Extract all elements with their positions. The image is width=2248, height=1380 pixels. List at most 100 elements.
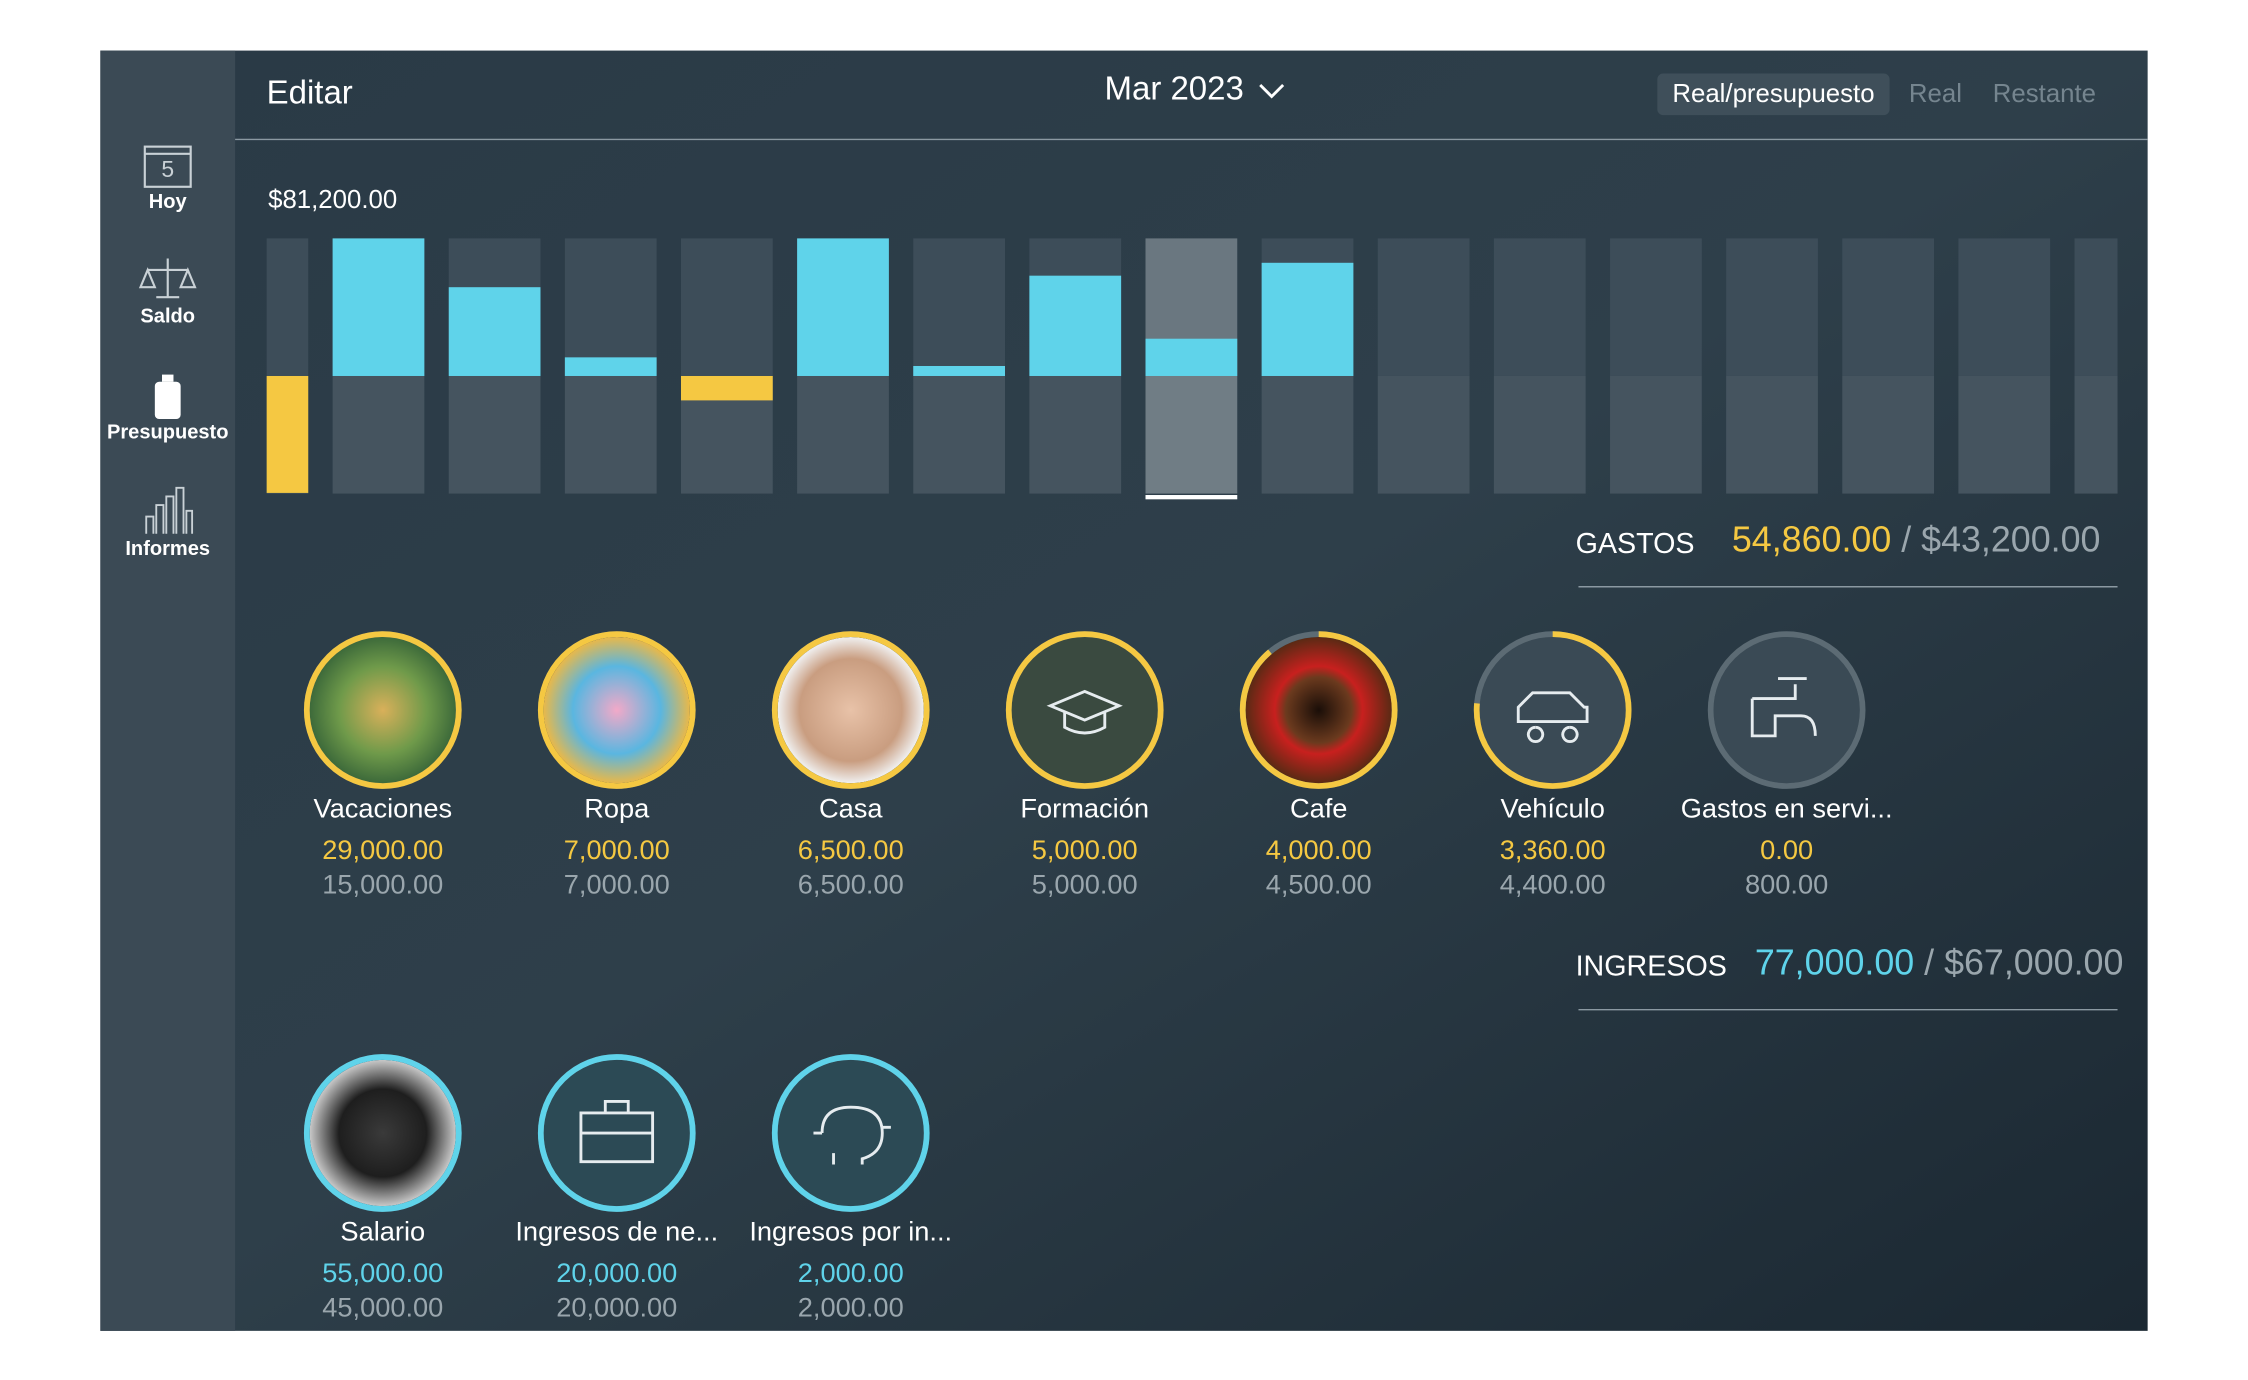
nav-item[interactable]: Hoy [149,191,188,213]
section-title: GASTOS [1576,528,1695,560]
category-budget: 20,000.00 [556,1292,677,1323]
category-actual: 5,000.00 [1032,834,1138,865]
bar [1145,338,1238,376]
bar [448,287,541,376]
category-actual: 2,000.00 [798,1257,904,1288]
category-budget: 800.00 [1745,869,1828,900]
chart-column-top [266,238,309,376]
edit-button[interactable]: Editar [267,74,353,111]
chart-column-top [913,238,1006,376]
reports-icon [145,486,194,534]
tab[interactable]: Restante [1993,80,2096,108]
category-name[interactable]: Ingresos por in... [749,1216,952,1247]
category-budget: 4,400.00 [1500,869,1606,900]
category-icon [813,1105,891,1165]
chart-column-bottom [1726,375,1818,494]
chart-column-top [564,238,657,376]
category-image [1713,636,1860,784]
chart-column-top [1610,238,1702,376]
category-actual: 7,000.00 [564,834,670,865]
tab[interactable]: Real/presupuesto [1672,80,1874,108]
category-budget: 7,000.00 [564,869,670,900]
period-selector[interactable]: Mar 2023 [1105,69,1244,106]
category-name[interactable]: Ropa [584,793,650,824]
category-actual: 4,000.00 [1266,834,1372,865]
category-budget: 45,000.00 [322,1292,443,1323]
category-budget: 15,000.00 [322,869,443,900]
chart-max-label: $81,200.00 [268,186,397,214]
chart-column-top [1958,238,2051,376]
category-image [309,1059,456,1207]
category-image [543,636,690,784]
scale-icon [138,258,197,299]
category-actual: 29,000.00 [322,834,443,865]
category-budget: 4,500.00 [1266,869,1372,900]
chart-column-top [1493,238,1586,376]
chart-column-bottom [913,375,1006,494]
category-image [309,636,456,784]
chart-column-bottom [564,375,657,494]
category-actual: 0.00 [1760,834,1813,865]
category-image [1245,636,1392,784]
category-budget: 6,500.00 [798,869,904,900]
section-totals: 54,860.00 / $43,200.00 [1732,520,2101,560]
nav-item[interactable]: Saldo [140,306,195,328]
selected-indicator [1145,495,1238,500]
category-image [1011,636,1158,784]
category-name[interactable]: Cafe [1290,793,1348,824]
category-name[interactable]: Salario [340,1216,425,1247]
bar [332,238,425,376]
section-title: INGRESOS [1576,951,1727,983]
chart-column-bottom [448,375,541,494]
budget-icon [162,374,174,382]
category-name[interactable]: Ingresos de ne... [515,1216,718,1247]
chart-column-top [1377,238,1470,376]
tab[interactable]: Real [1909,80,1962,108]
chevron-icon [1259,83,1285,99]
category-icon [1046,689,1123,735]
category-name[interactable]: Casa [819,793,883,824]
chart-column-bottom [1377,375,1470,494]
category-name[interactable]: Gastos en servi... [1681,793,1893,824]
progress-ring [1473,631,1632,789]
bar [797,238,889,376]
category-name[interactable]: Vacaciones [313,793,452,824]
separator: / [1914,943,1944,983]
chart-column-top [680,238,773,376]
chart-column-bottom [1610,375,1702,494]
category-name[interactable]: Vehículo [1500,793,1604,824]
progress-ring [303,1054,462,1212]
bar [913,365,1006,376]
progress-ring [1239,631,1398,789]
calendar-day: 5 [161,156,174,182]
progress-ring [537,631,696,789]
progress-ring [1005,631,1164,789]
progress-ring [771,1054,930,1212]
category-actual: 20,000.00 [556,1257,677,1288]
nav-item[interactable]: Informes [125,538,210,560]
sidebar [100,50,236,1331]
category-name[interactable]: Formación [1020,793,1149,824]
total-actual: 77,000.00 [1755,943,1914,983]
total-actual: 54,860.00 [1732,520,1891,560]
total-budget: $43,200.00 [1921,520,2100,560]
category-image [777,636,924,784]
chart-column-bottom [2074,375,2118,494]
bar [1261,262,1354,376]
bar [564,357,657,376]
progress-ring [771,631,930,789]
chart-column-top [1726,238,1818,376]
chart-column-bottom [1842,375,1935,494]
chart-column-bottom [1261,375,1354,494]
category-image [777,1059,924,1207]
bar [1029,275,1122,376]
chart-column-bottom [797,375,889,494]
bar [266,375,309,493]
category-icon [579,1100,655,1164]
chart-column-bottom [1145,375,1238,494]
nav-item[interactable]: Presupuesto [107,422,229,444]
progress-track [1707,631,1866,789]
section-totals: 77,000.00 / $67,000.00 [1755,943,2124,983]
budget-icon [154,381,181,420]
